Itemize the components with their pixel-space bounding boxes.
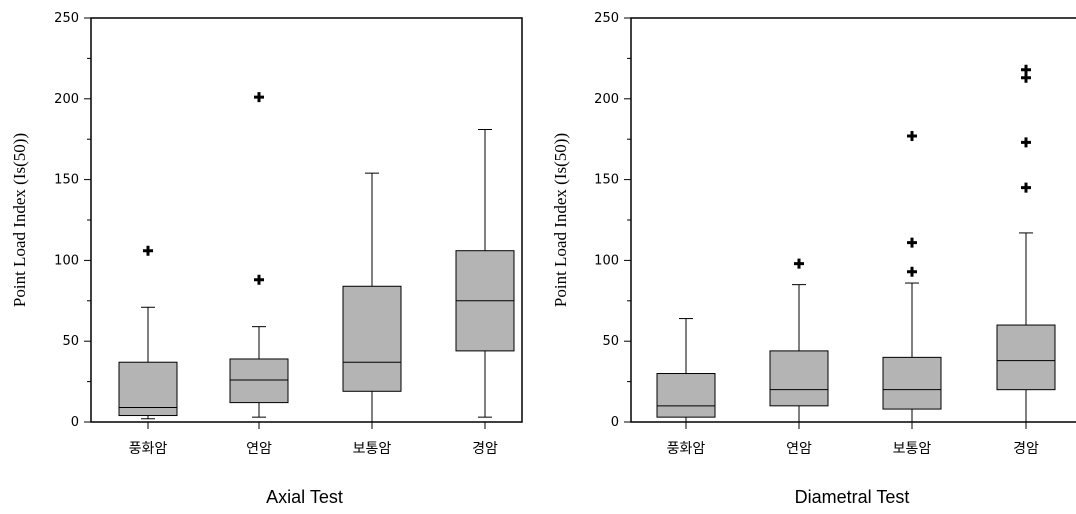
y-tick-label: 200 bbox=[54, 92, 79, 107]
chart-panel-1: 0 50 100 150 200 250 Point Load Index (Is(50))… bbox=[10, 11, 523, 507]
x-tick-label: 경암 bbox=[472, 441, 498, 457]
box-경암: 경암 bbox=[996, 64, 1056, 457]
x-tick-label: 보통암 bbox=[353, 441, 392, 457]
x-tick-label: 연암 bbox=[786, 441, 812, 457]
iqr-box bbox=[229, 358, 289, 404]
box-연암: 연암 bbox=[229, 92, 289, 457]
y-tick-label: 250 bbox=[594, 11, 619, 26]
box-보통암: 보통암 bbox=[882, 130, 942, 457]
outlier-point bbox=[143, 245, 153, 256]
x-tick-label: 연암 bbox=[246, 441, 272, 457]
outlier-point bbox=[794, 258, 804, 269]
x-axis-label: Axial Test bbox=[266, 487, 343, 507]
y-tick-label: 200 bbox=[594, 92, 619, 107]
box-경암: 경암 bbox=[455, 129, 515, 457]
x-tick-label: 보통암 bbox=[893, 441, 932, 457]
x-tick-label: 경암 bbox=[1013, 441, 1039, 457]
outlier-point bbox=[1021, 64, 1031, 75]
iqr-box bbox=[882, 356, 942, 410]
y-tick-label: 50 bbox=[62, 334, 79, 349]
plot-frame bbox=[90, 17, 523, 423]
outlier-point bbox=[907, 130, 917, 141]
y-axis-label: Point Load Index (Is(50)) bbox=[10, 133, 29, 307]
iqr-box bbox=[996, 324, 1056, 391]
iqr-box bbox=[769, 350, 829, 407]
outlier-point bbox=[907, 237, 917, 248]
iqr-box bbox=[118, 361, 178, 417]
x-axis-label: Diametral Test bbox=[795, 487, 910, 507]
outlier-point bbox=[254, 274, 264, 285]
box-풍화암: 풍화암 bbox=[118, 245, 178, 457]
x-tick-label: 풍화암 bbox=[129, 441, 168, 457]
outlier-point bbox=[1021, 182, 1031, 193]
iqr-box bbox=[656, 373, 716, 418]
box-보통암: 보통암 bbox=[342, 172, 402, 457]
outlier-point bbox=[907, 266, 917, 277]
y-tick-label: 150 bbox=[54, 173, 79, 188]
box-연암: 연암 bbox=[769, 258, 829, 457]
y-tick-label: 250 bbox=[54, 11, 79, 26]
y-tick-label: 150 bbox=[594, 173, 619, 188]
box-풍화암: 풍화암 bbox=[656, 318, 716, 457]
iqr-box bbox=[342, 285, 402, 392]
y-tick-label: 100 bbox=[54, 253, 79, 268]
y-tick-label: 0 bbox=[611, 415, 619, 430]
y-axis-label: Point Load Index (Is(50)) bbox=[551, 133, 570, 307]
y-tick-label: 100 bbox=[594, 253, 619, 268]
outlier-point bbox=[254, 92, 264, 103]
x-tick-label: 풍화암 bbox=[667, 441, 706, 457]
outlier-point bbox=[1021, 137, 1031, 148]
y-tick-label: 0 bbox=[71, 415, 79, 430]
y-tick-label: 50 bbox=[602, 334, 619, 349]
chart-panel-2: 0 50 100 150 200 250 Point Load Index (Is(50))… bbox=[551, 11, 1076, 507]
